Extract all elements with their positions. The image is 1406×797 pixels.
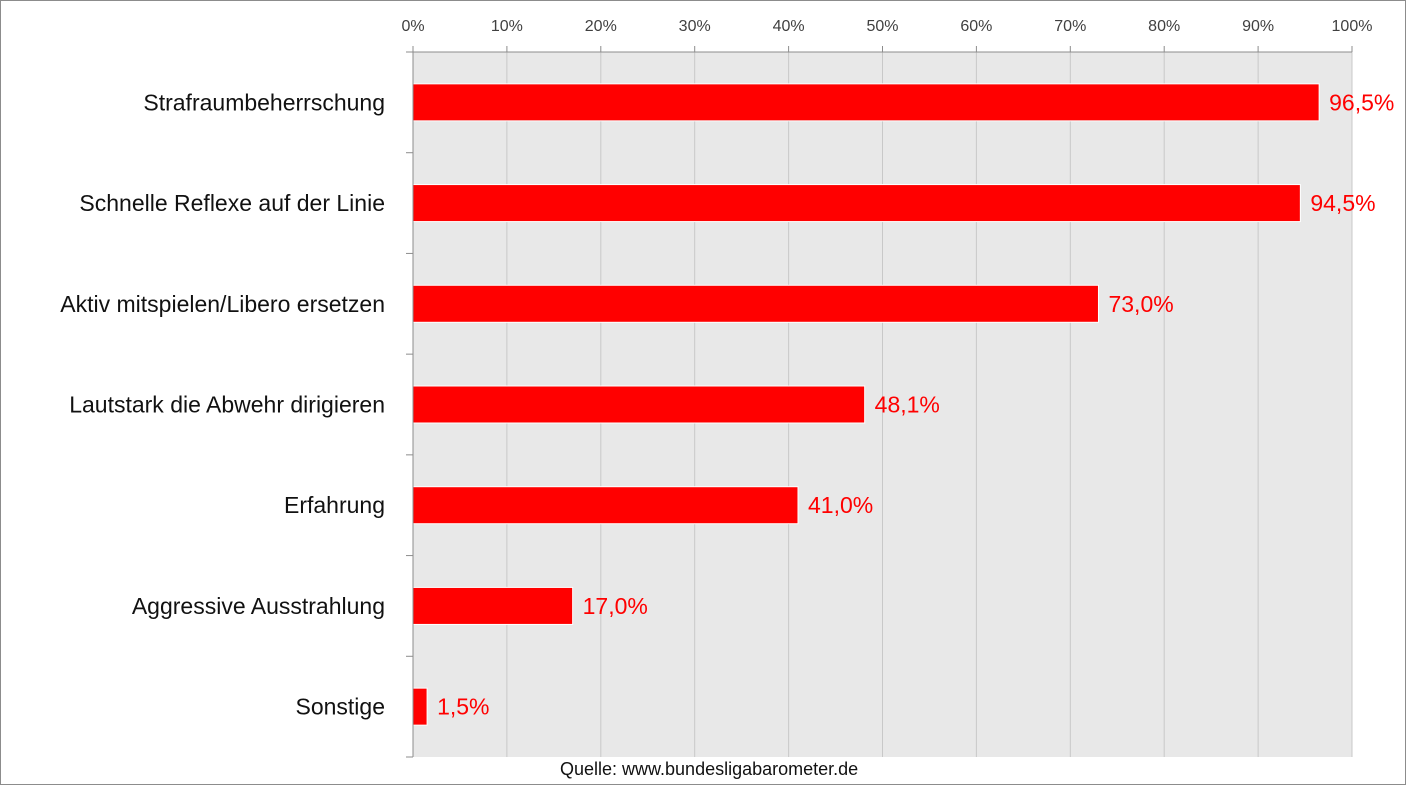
x-tick-label: 30% (679, 18, 711, 35)
x-tick-label: 100% (1332, 18, 1373, 35)
x-tick-label: 0% (401, 18, 424, 35)
category-label: Strafraumbeherrschung (143, 89, 385, 115)
data-label: 41,0% (808, 492, 873, 518)
bar (412, 486, 799, 525)
data-label: 73,0% (1108, 291, 1173, 317)
bar (412, 586, 574, 625)
bars (412, 83, 1320, 726)
x-tick-label: 80% (1148, 18, 1180, 35)
bar (412, 284, 1099, 323)
x-tick-label: 40% (773, 18, 805, 35)
bar (412, 83, 1320, 122)
data-label: 48,1% (875, 392, 940, 418)
x-tick-label: 10% (491, 18, 523, 35)
category-label: Erfahrung (284, 492, 385, 518)
bar (412, 184, 1301, 223)
category-label: Sonstige (295, 694, 385, 720)
x-tick-label: 70% (1054, 18, 1086, 35)
source-note: Quelle: www.bundesligabarometer.de (560, 759, 859, 779)
category-label: Lautstark die Abwehr dirigieren (69, 392, 385, 418)
x-tick-label: 60% (960, 18, 992, 35)
data-label: 17,0% (583, 593, 648, 619)
category-label: Aktiv mitspielen/Libero ersetzen (60, 291, 385, 317)
axes (406, 46, 1353, 758)
category-label: Aggressive Ausstrahlung (132, 593, 385, 619)
data-label: 94,5% (1310, 190, 1375, 216)
x-tick-label: 90% (1242, 18, 1274, 35)
data-label: 96,5% (1329, 89, 1394, 115)
labels: 0% 10% 20% 30% 40% 50% 60% 70% 80% 90% 100% Strafra… (60, 18, 1394, 720)
data-label: 1,5% (437, 694, 489, 720)
bar (412, 385, 866, 424)
x-tick-label: 20% (585, 18, 617, 35)
x-tick-label: 50% (866, 18, 898, 35)
category-label: Schnelle Reflexe auf der Linie (79, 190, 385, 216)
bar (412, 687, 428, 726)
